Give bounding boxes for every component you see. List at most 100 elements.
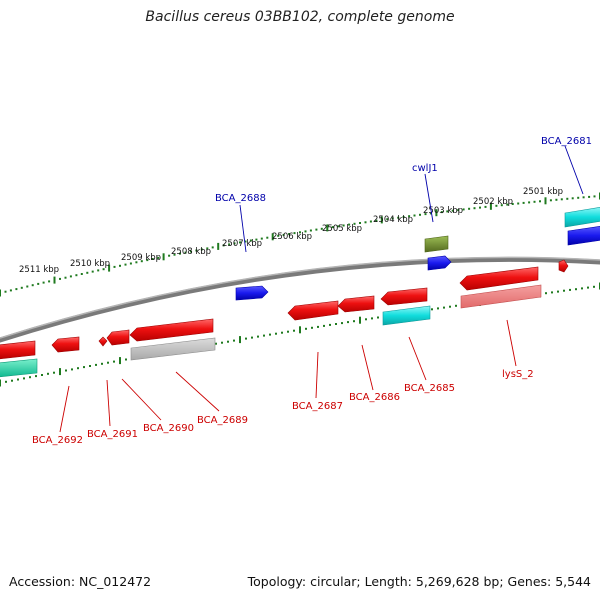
gene-arrow[interactable] [380, 287, 428, 306]
gene-arrow[interactable] [106, 329, 130, 346]
ruler-dot [233, 339, 235, 342]
ruler-dot [35, 375, 37, 378]
ruler-dot [522, 201, 525, 204]
ruler-dot [102, 268, 105, 271]
ruler-dot [222, 244, 225, 247]
ruler-major-tick [0, 379, 1, 387]
ruler-dot [42, 281, 45, 284]
ruler-dot [184, 251, 187, 254]
gene-label[interactable]: BCA_2687 [292, 401, 343, 412]
ruler-dot [582, 196, 585, 199]
gene-label[interactable]: BCA_2692 [32, 435, 83, 446]
gene-label[interactable]: lysS_2 [502, 369, 534, 380]
outer-gene-track [235, 207, 600, 301]
gene-arrow[interactable] [235, 285, 269, 301]
ruler-label: 2511 kbp [19, 265, 59, 275]
ruler-dot [135, 261, 138, 264]
ruler-label: 2509 kbp [121, 253, 161, 263]
gene-arrow[interactable] [51, 336, 80, 353]
ruler-dot [107, 361, 109, 364]
ruler-dot [551, 291, 553, 294]
ruler-dot [86, 271, 89, 274]
ruler-major-tick [59, 368, 61, 376]
ruler-dot [71, 368, 73, 371]
gene-arrow[interactable] [427, 255, 452, 271]
ruler-dot [15, 288, 18, 291]
ruler-dot [41, 374, 43, 376]
gene-label[interactable]: BCA_2689 [197, 415, 248, 426]
ruler-dot [511, 203, 514, 205]
ruler-major-tick [380, 216, 383, 224]
gene-label[interactable]: BCA_2685 [404, 383, 455, 394]
leader-line [408, 336, 427, 381]
ruler-major-tick [162, 253, 165, 261]
gene-arrow[interactable] [287, 300, 339, 321]
ruler-dot [468, 207, 471, 210]
gene-arrow[interactable] [130, 337, 216, 361]
ruler-dot [369, 220, 372, 223]
ruler-labels: 2511 kbp 2510 kbp 2509 kbp 2508 kbp 2507… [19, 187, 563, 275]
gene-arrow[interactable] [459, 266, 539, 291]
ruler-dot [571, 197, 574, 200]
ruler-major-tick [435, 209, 438, 217]
leader-line [121, 378, 162, 421]
outer-gene-labels: BCA_2688 cwlJ1 BCA_2681 [215, 136, 592, 204]
ruler-dot [11, 379, 13, 382]
gene-arrow[interactable] [558, 259, 569, 273]
ruler-dot [365, 318, 367, 321]
ruler-dot [4, 290, 7, 293]
ruler-major-tick [326, 224, 329, 232]
gene-arrow[interactable] [129, 318, 214, 342]
ruler-dot [80, 273, 83, 275]
gene-label[interactable]: BCA_2691 [87, 429, 138, 440]
ruler-dot [440, 211, 443, 214]
gene-label[interactable]: BCA_2681 [541, 136, 592, 147]
gene-label[interactable]: BCA_2686 [349, 392, 400, 403]
ruler-dot [65, 369, 67, 372]
ruler-dot [320, 227, 323, 230]
ruler-dot [287, 330, 289, 333]
ruler-dot [266, 236, 269, 239]
ruler-dot [125, 358, 127, 361]
ruler-dot [587, 286, 589, 289]
ruler-major-tick [53, 276, 56, 284]
ruler-dot [386, 218, 389, 221]
ruler-dot [124, 263, 127, 266]
gene-label[interactable]: BCA_2690 [143, 423, 194, 434]
ruler-dot [577, 196, 580, 199]
gene-arrow[interactable] [424, 235, 449, 253]
gene-arrow[interactable] [0, 358, 38, 378]
gene-arrow[interactable] [98, 336, 108, 347]
ruler-dot [364, 221, 367, 224]
gene-arrow[interactable] [337, 295, 375, 313]
ruler-dot [317, 325, 319, 328]
ruler-dot [517, 202, 520, 205]
ruler-label: 2510 kbp [70, 259, 110, 269]
gene-arrow[interactable] [564, 207, 600, 228]
ruler-label: 2502 kbp [473, 197, 513, 207]
ruler-dot [309, 229, 312, 232]
ruler-dot [429, 212, 432, 215]
leader-line [361, 344, 374, 391]
ruler-dot [5, 380, 7, 383]
ruler-dot [304, 230, 307, 233]
ruler-dot [569, 288, 571, 291]
ruler-dot [151, 258, 154, 260]
ruler-major-tick [239, 336, 241, 344]
ruler-dot [263, 334, 265, 337]
ruler-dot [200, 248, 203, 251]
ruler-dot [47, 372, 49, 375]
gene-arrow[interactable] [460, 284, 542, 309]
leader-line [59, 385, 70, 433]
gene-arrow[interactable] [382, 305, 431, 326]
gene-arrow[interactable] [567, 225, 600, 246]
ruler-major-tick [119, 357, 121, 365]
gene-label[interactable]: cwlJ1 [412, 163, 438, 174]
ruler-dot [221, 341, 223, 344]
ruler-dot [342, 224, 345, 227]
gene-arrow[interactable] [0, 340, 36, 360]
ruler-dot [479, 206, 481, 209]
ruler-dot [419, 213, 421, 216]
ruler-dot [566, 197, 569, 200]
gene-label[interactable]: BCA_2688 [215, 193, 266, 204]
